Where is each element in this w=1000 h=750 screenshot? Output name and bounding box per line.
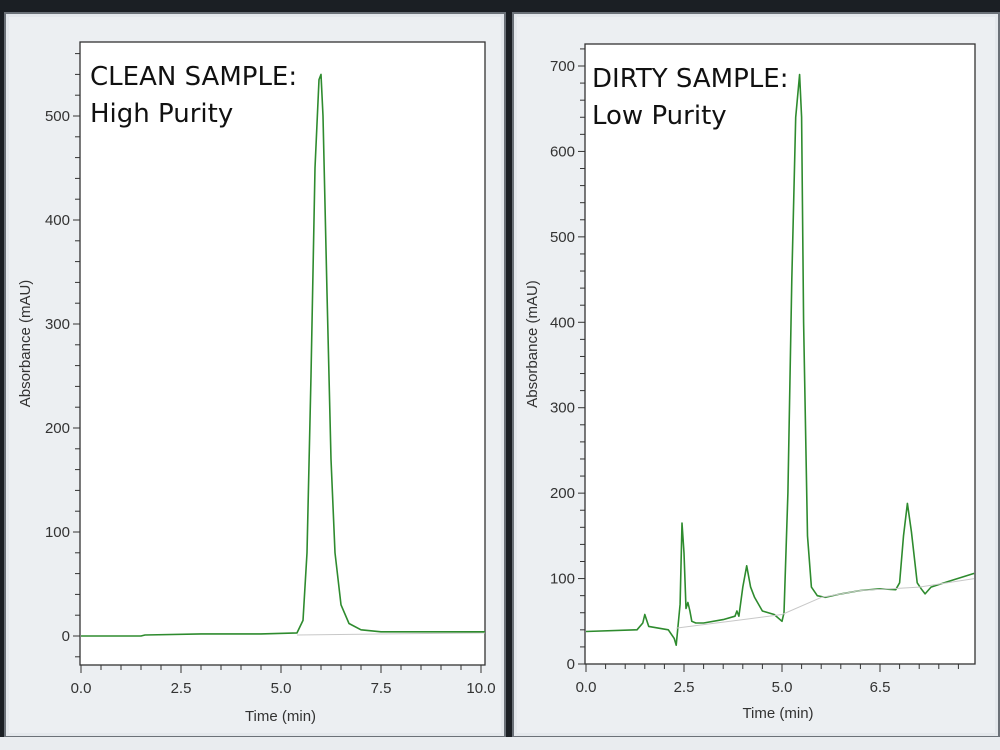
y-tick-label: 0 bbox=[62, 628, 70, 645]
y-axis-title: Absorbance (mAU) bbox=[17, 280, 34, 408]
y-tick-label: 500 bbox=[550, 229, 575, 246]
bottom-strip bbox=[0, 737, 1000, 750]
x-tick-label: 10.0 bbox=[466, 680, 495, 697]
y-tick-label: 600 bbox=[550, 143, 575, 160]
x-tick-label: 0.0 bbox=[71, 680, 92, 697]
baseline-curve bbox=[676, 578, 975, 629]
y-tick-label: 500 bbox=[45, 108, 70, 125]
x-tick-label: 6.5 bbox=[870, 679, 891, 696]
x-tick-label: 2.5 bbox=[171, 680, 192, 697]
y-tick-label: 200 bbox=[550, 485, 575, 502]
x-tick-label: 5.0 bbox=[271, 680, 292, 697]
x-tick-label: 5.0 bbox=[772, 679, 793, 696]
y-tick-label: 400 bbox=[45, 212, 70, 229]
x-axis-title: Time (min) bbox=[742, 705, 813, 722]
sample-title: DIRTY SAMPLE: bbox=[592, 64, 788, 94]
y-tick-label: 0 bbox=[567, 656, 575, 673]
y-tick-label: 100 bbox=[45, 524, 70, 541]
sample-title: CLEAN SAMPLE: bbox=[90, 62, 297, 92]
absorbance-trace bbox=[585, 73, 975, 647]
y-tick-label: 300 bbox=[550, 400, 575, 417]
absorbance-trace bbox=[81, 73, 485, 637]
y-tick-label: 400 bbox=[550, 314, 575, 331]
y-axis-title: Absorbance (mAU) bbox=[524, 280, 541, 408]
plot-area bbox=[584, 43, 976, 665]
dirty-chart: 0 100 200 300 400 500 600 700 0.0 2.5 5.0 6.5 Time (… bbox=[524, 43, 976, 722]
x-axis-title: Time (min) bbox=[245, 708, 316, 725]
plot-area bbox=[79, 41, 486, 666]
y-tick-label: 200 bbox=[45, 420, 70, 437]
purity-label: High Purity bbox=[90, 99, 233, 129]
baseline bbox=[296, 632, 486, 636]
purity-label: Low Purity bbox=[592, 101, 727, 131]
clean-chart: 0 100 200 300 400 500 0.0 2.5 5.0 7.5 10.0 Time (mi… bbox=[17, 41, 496, 725]
x-tick-label: 7.5 bbox=[371, 680, 392, 697]
x-tick-label: 0.0 bbox=[576, 679, 597, 696]
x-tick-label: 2.5 bbox=[674, 679, 695, 696]
y-tick-label: 100 bbox=[550, 571, 575, 588]
y-tick-label: 700 bbox=[550, 58, 575, 75]
y-tick-label: 300 bbox=[45, 316, 70, 333]
